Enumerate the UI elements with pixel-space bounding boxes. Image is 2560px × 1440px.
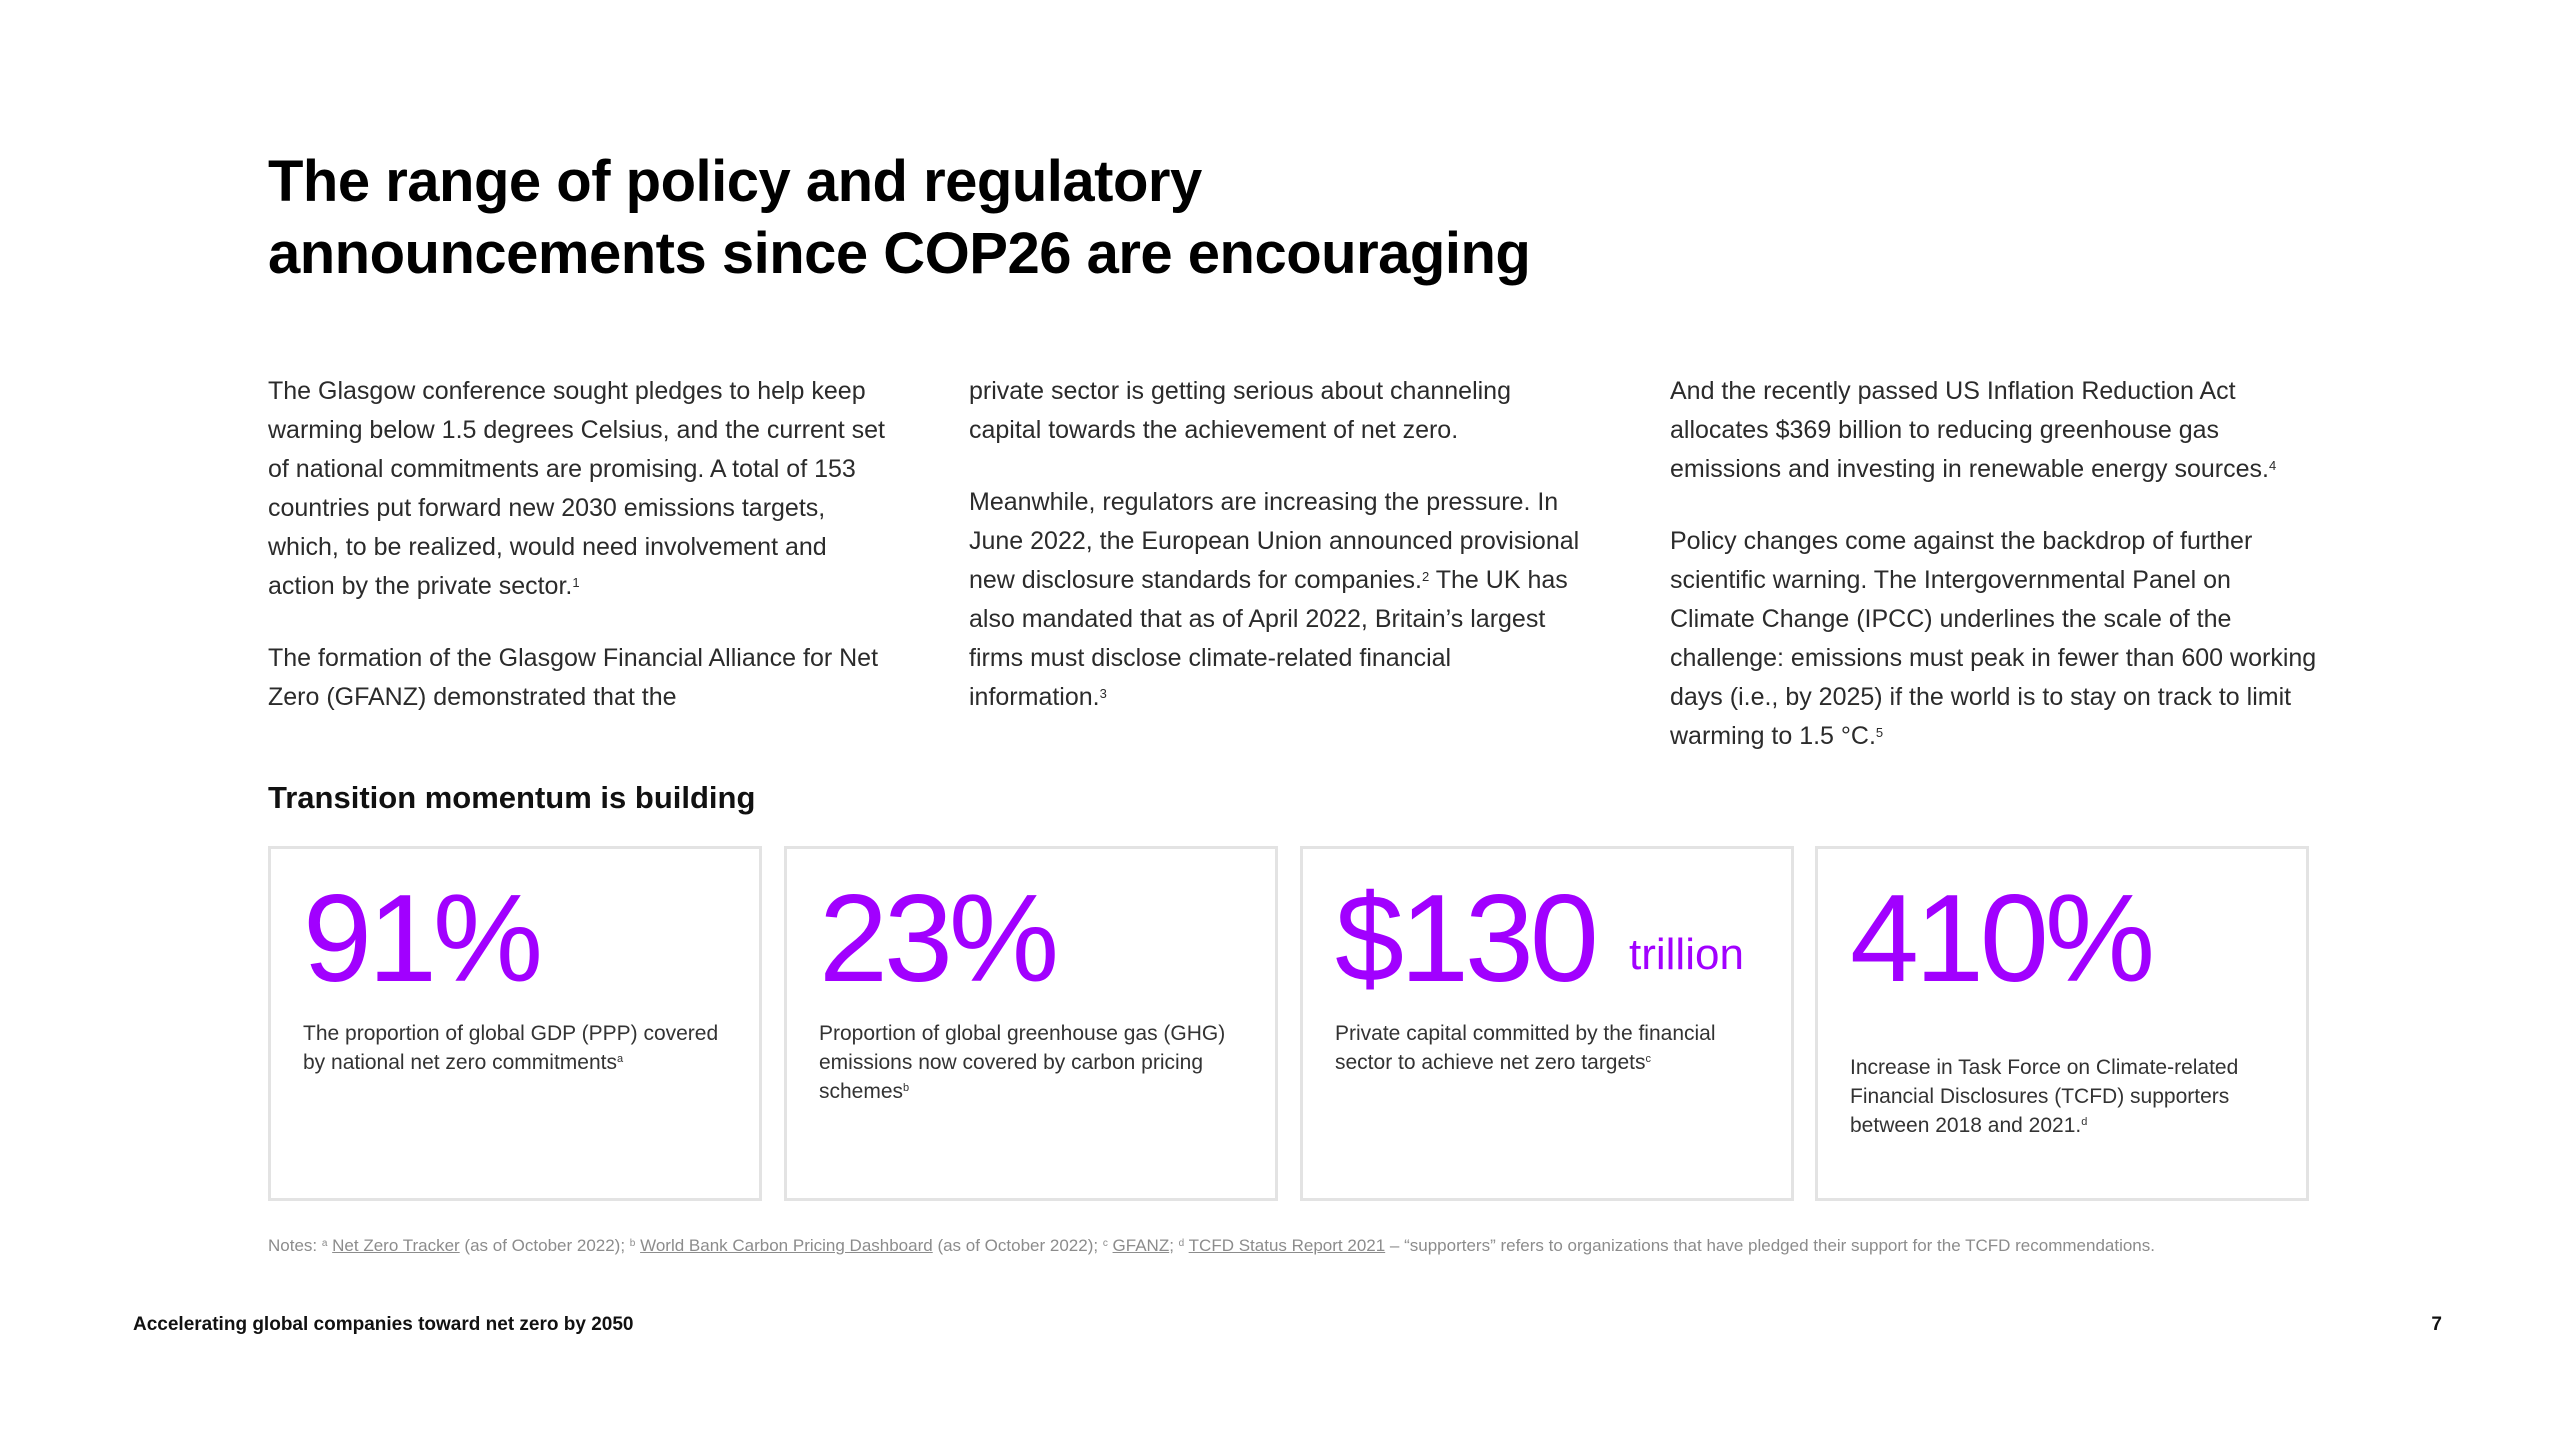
stat-value: 23% [819, 870, 1059, 1008]
notes-text: (as of October 2022); [932, 1236, 1103, 1255]
paragraph: The formation of the Glasgow Financial A… [268, 639, 888, 717]
notes-text: (as of October 2022); [459, 1236, 630, 1255]
world-bank-dashboard-link[interactable]: World Bank Carbon Pricing Dashboard [640, 1236, 933, 1255]
stat-card-capital: $130 trillion Private capital committed … [1300, 846, 1794, 1201]
footnote-ref: c [1102, 1238, 1108, 1249]
paragraph: And the recently passed US Inflation Red… [1670, 372, 2320, 489]
stat-card-gdp: 91% The proportion of global GDP (PPP) c… [268, 846, 762, 1201]
footnote-ref: c [1645, 1053, 1652, 1065]
notes-prefix: Notes: [268, 1236, 322, 1255]
paragraph-text: The Glasgow conference sought pledges to… [268, 377, 885, 600]
stat-value: 91% [303, 870, 543, 1008]
paragraph: Meanwhile, regulators are increasing the… [969, 483, 1589, 717]
footnote-ref: b [629, 1238, 636, 1249]
stat-description-text: Proportion of global greenhouse gas (GHG… [819, 1022, 1226, 1103]
stat-card-ghg: 23% Proportion of global greenhouse gas … [784, 846, 1278, 1201]
paragraph: Policy changes come against the backdrop… [1670, 522, 2320, 756]
stat-description: Private capital committed by the financi… [1335, 1019, 1775, 1077]
stat-card-tcfd: 410% Increase in Task Force on Climate-r… [1815, 846, 2309, 1201]
footer-document-title: Accelerating global companies toward net… [133, 1314, 634, 1335]
tcfd-report-link[interactable]: TCFD Status Report 2021 [1188, 1236, 1386, 1255]
paragraph-text: The formation of the Glasgow Financial A… [268, 644, 879, 711]
page-title-line-2: announcements since COP26 are encouragin… [268, 221, 1531, 286]
gfanz-link[interactable]: GFANZ [1112, 1236, 1170, 1255]
paragraph-text: And the recently passed US Inflation Red… [1670, 377, 2269, 483]
footnote-ref: b [903, 1082, 910, 1094]
paragraph-text: private sector is getting serious about … [969, 377, 1511, 444]
footnote-ref: d [1178, 1238, 1185, 1249]
stat-description: Proportion of global greenhouse gas (GHG… [819, 1019, 1259, 1106]
body-column-2: private sector is getting serious about … [969, 372, 1589, 750]
footnote-ref: 4 [2268, 458, 2277, 473]
notes: Notes: a Net Zero Tracker (as of October… [268, 1234, 2318, 1258]
stat-description: The proportion of global GDP (PPP) cover… [303, 1019, 743, 1077]
footnote-ref: a [321, 1238, 328, 1249]
notes-text: – “supporters” refers to organizations t… [1385, 1236, 2155, 1255]
footnote-ref: 1 [572, 575, 580, 590]
footnote-ref: 5 [1875, 725, 1884, 740]
footnote-ref: 2 [1422, 569, 1430, 584]
notes-text: ; [1169, 1236, 1179, 1255]
paragraph: private sector is getting serious about … [969, 372, 1589, 450]
stat-description-text: Private capital committed by the financi… [1335, 1022, 1716, 1074]
body-column-1: The Glasgow conference sought pledges to… [268, 372, 888, 750]
stat-value: 410% [1850, 870, 2155, 1008]
paragraph-text: The UK has also mandated that as of Apri… [969, 566, 1568, 711]
stat-description-text: Increase in Task Force on Climate-relate… [1850, 1056, 2239, 1137]
paragraph-text: Meanwhile, regulators are increasing the… [969, 488, 1580, 594]
footnote-ref: a [616, 1053, 624, 1065]
page-number: 7 [2431, 1314, 2442, 1335]
net-zero-tracker-link[interactable]: Net Zero Tracker [332, 1236, 460, 1255]
page-title-line-1: The range of policy and regulatory [268, 149, 1202, 214]
footnote-ref: d [2081, 1116, 2088, 1128]
footnote-ref: 3 [1099, 686, 1107, 701]
section-heading: Transition momentum is building [268, 780, 756, 815]
page-title: The range of policy and regulatory annou… [268, 146, 1768, 290]
stat-unit: trillion [1629, 930, 1744, 979]
stat-value: $130 [1335, 870, 1599, 1008]
body-column-3: And the recently passed US Inflation Red… [1670, 372, 2320, 789]
paragraph: The Glasgow conference sought pledges to… [268, 372, 888, 606]
paragraph-text: Policy changes come against the backdrop… [1670, 527, 2317, 750]
stat-description: Increase in Task Force on Climate-relate… [1850, 1053, 2290, 1140]
stat-description-text: The proportion of global GDP (PPP) cover… [303, 1022, 719, 1074]
